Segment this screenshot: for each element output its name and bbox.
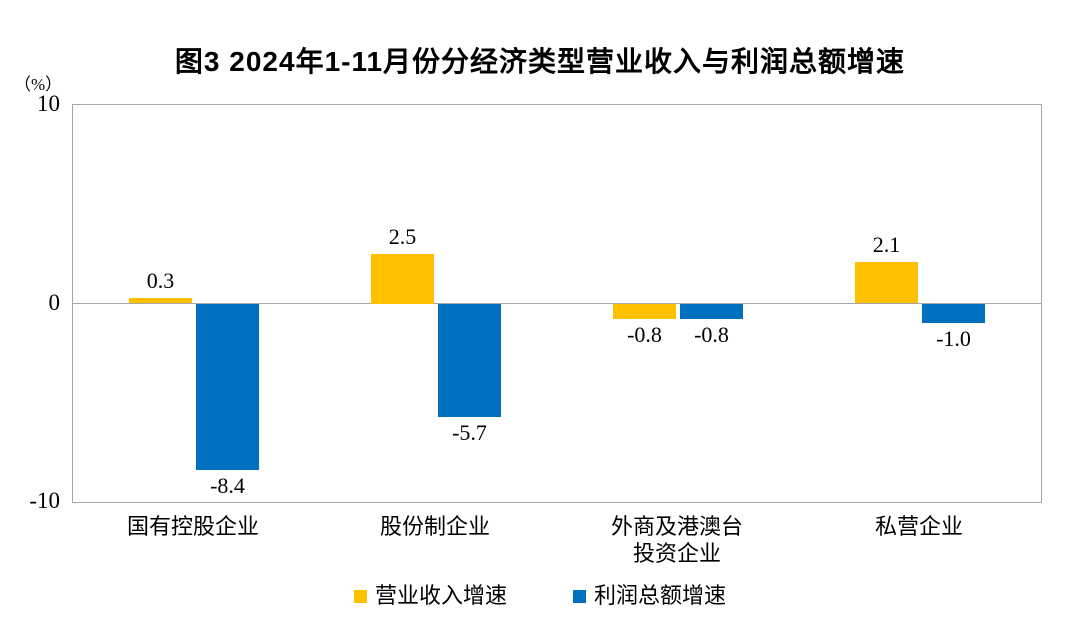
legend-item: 利润总额增速 bbox=[573, 583, 726, 609]
bar-value-label: -0.8 bbox=[627, 322, 662, 348]
bar-value-label: 2.1 bbox=[872, 231, 901, 257]
bar bbox=[129, 297, 192, 304]
x-axis-label: 股份制企业 bbox=[379, 514, 490, 539]
bar bbox=[922, 303, 985, 324]
bar bbox=[613, 303, 676, 320]
bar-value-label: -1.0 bbox=[936, 326, 971, 352]
bar bbox=[196, 303, 259, 471]
legend-swatch-icon bbox=[353, 589, 367, 603]
bar bbox=[855, 261, 918, 304]
bar-value-label: -0.8 bbox=[694, 322, 729, 348]
y-tick-label: 10 bbox=[37, 91, 60, 116]
bar bbox=[438, 303, 501, 417]
bar-value-label: -5.7 bbox=[452, 419, 487, 445]
legend-swatch-icon bbox=[573, 589, 586, 603]
y-tick-label: 0 bbox=[48, 289, 61, 315]
x-axis-label: 外商及港澳台 投资企业 bbox=[610, 514, 743, 566]
x-axis-label: 私营企业 bbox=[874, 514, 963, 539]
bar-value-label: 0.3 bbox=[146, 267, 175, 293]
x-axis-label: 国有控股企业 bbox=[126, 514, 259, 539]
bar bbox=[680, 303, 743, 320]
bar-value-label: -8.4 bbox=[210, 473, 245, 499]
legend: 营业收入增速 利润总额增速 bbox=[0, 583, 1080, 609]
y-axis-unit-label: （%） bbox=[14, 75, 63, 94]
bar-value-label: 2.5 bbox=[388, 223, 417, 249]
y-tick-label: -10 bbox=[29, 488, 60, 513]
chart-title: 图3 2024年1-11月份分经济类型营业收入与利润总额增速 bbox=[174, 46, 906, 77]
legend-label: 利润总额增速 bbox=[594, 583, 727, 608]
legend-label: 营业收入增速 bbox=[374, 583, 507, 608]
plot-area: 0.3 -8.4 2.5 -5.7 -0.8 -0.8 2.1 -1.0 bbox=[72, 104, 1042, 503]
bar bbox=[371, 253, 434, 304]
legend-item: 营业收入增速 bbox=[353, 583, 507, 609]
zero-gridline bbox=[73, 302, 1041, 305]
